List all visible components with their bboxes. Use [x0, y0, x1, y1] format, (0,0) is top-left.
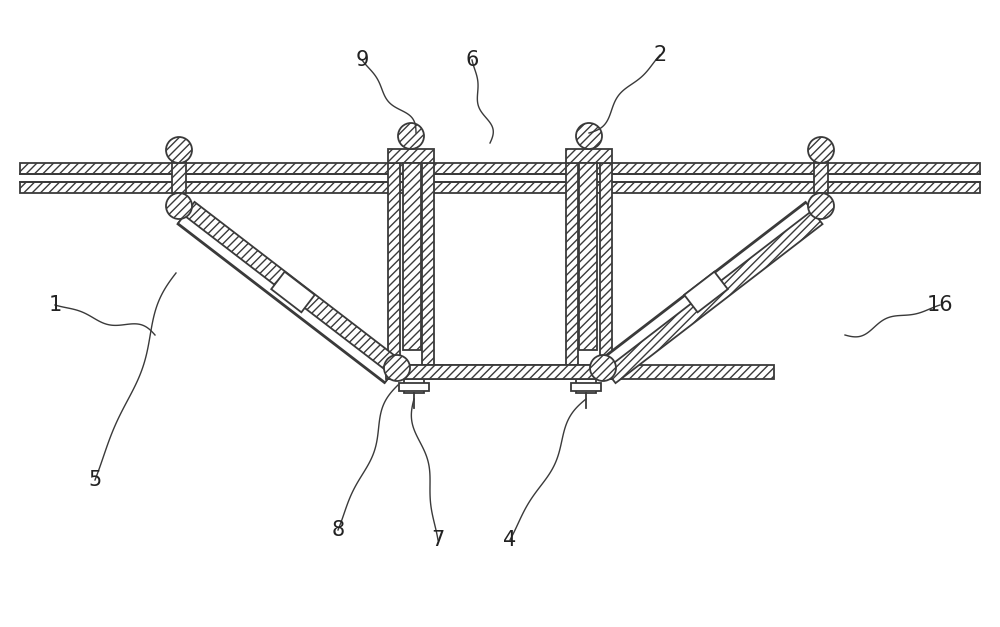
- Circle shape: [576, 123, 602, 149]
- Bar: [422, 163, 434, 365]
- Bar: [571, 383, 601, 391]
- Text: 6: 6: [465, 50, 479, 70]
- Bar: [271, 271, 315, 312]
- Circle shape: [384, 355, 410, 381]
- Bar: [684, 271, 728, 312]
- Bar: [566, 149, 612, 163]
- Polygon shape: [599, 203, 812, 370]
- Bar: [20, 182, 980, 193]
- Bar: [386, 365, 774, 379]
- Text: 4: 4: [503, 530, 517, 550]
- Bar: [814, 151, 828, 163]
- Text: 2: 2: [653, 45, 667, 65]
- Circle shape: [590, 355, 616, 381]
- Bar: [814, 163, 828, 193]
- Bar: [172, 151, 186, 163]
- Text: 5: 5: [88, 470, 102, 490]
- Bar: [20, 163, 980, 174]
- Polygon shape: [177, 202, 402, 383]
- Circle shape: [166, 137, 192, 163]
- Bar: [600, 163, 612, 365]
- Bar: [388, 365, 612, 379]
- Circle shape: [808, 137, 834, 163]
- Text: 16: 16: [927, 295, 953, 315]
- Bar: [579, 163, 597, 350]
- Text: 8: 8: [331, 520, 345, 540]
- Text: 1: 1: [48, 295, 62, 315]
- Bar: [566, 163, 578, 365]
- Bar: [172, 163, 186, 193]
- Text: 7: 7: [431, 530, 445, 550]
- Bar: [388, 163, 400, 365]
- Polygon shape: [178, 216, 391, 382]
- Circle shape: [808, 193, 834, 219]
- Bar: [576, 379, 596, 393]
- Polygon shape: [598, 202, 823, 383]
- Circle shape: [398, 123, 424, 149]
- Circle shape: [166, 193, 192, 219]
- Bar: [403, 163, 421, 350]
- Bar: [388, 149, 434, 163]
- Text: 9: 9: [355, 50, 369, 70]
- Bar: [404, 379, 424, 393]
- Bar: [399, 383, 429, 391]
